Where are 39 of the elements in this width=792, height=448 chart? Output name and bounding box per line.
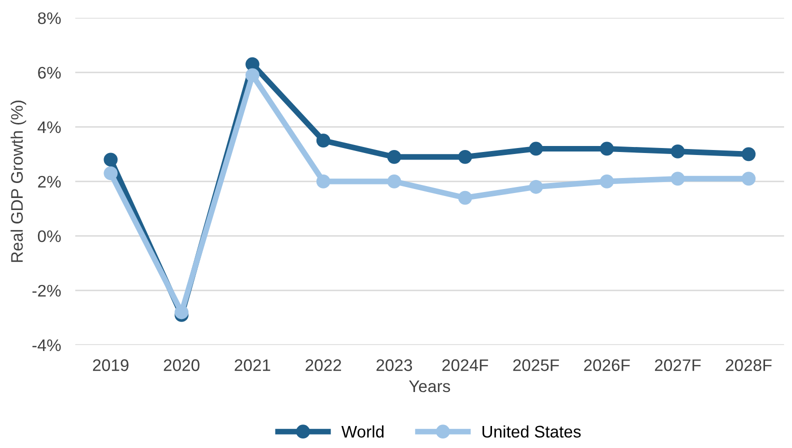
point (387, 174, 402, 188)
point (742, 172, 756, 186)
x-tick-label: 2019 (92, 359, 128, 372)
x-tick-label: 2024F (442, 359, 488, 372)
y-tick-label: 2% (38, 176, 61, 188)
y-tick-label: 4% (38, 121, 61, 134)
point (104, 152, 118, 167)
x-axis-title: Years (409, 380, 450, 392)
point (742, 147, 756, 162)
point (600, 142, 614, 156)
x-tick-label: 2027F (654, 359, 701, 372)
point (104, 166, 118, 180)
legend-label: United States (482, 425, 581, 438)
point (529, 180, 543, 194)
y-tick-label: -2% (32, 284, 61, 297)
y-tick-label: 0% (38, 230, 61, 242)
y-axis-title: Real GDP Growth (%) (10, 100, 26, 262)
point (670, 172, 685, 186)
point (387, 150, 402, 164)
x-tick-label: 2023 (376, 359, 412, 372)
point (246, 68, 260, 82)
point (316, 134, 330, 148)
y-tick-label: 6% (38, 66, 61, 79)
legend-label: World (341, 425, 384, 438)
point (458, 190, 472, 205)
point (670, 144, 685, 158)
x-tick-label: 2022 (306, 359, 342, 372)
x-tick-label: 2020 (164, 359, 200, 372)
point (529, 142, 543, 156)
point (600, 174, 614, 188)
point (316, 174, 330, 188)
y-tick-label: 8% (38, 12, 61, 24)
point (174, 305, 189, 320)
x-tick-label: 2028F (726, 359, 772, 372)
x-tick-label: 2025F (513, 359, 559, 372)
x-tick-label: 2026F (584, 359, 630, 372)
point (458, 150, 472, 164)
x-tick-label: 2021 (234, 359, 270, 372)
y-tick-label: -4% (32, 339, 61, 352)
